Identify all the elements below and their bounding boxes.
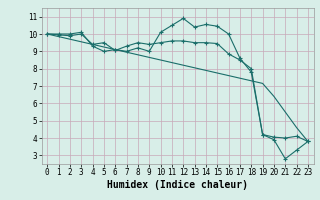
X-axis label: Humidex (Indice chaleur): Humidex (Indice chaleur): [107, 180, 248, 190]
